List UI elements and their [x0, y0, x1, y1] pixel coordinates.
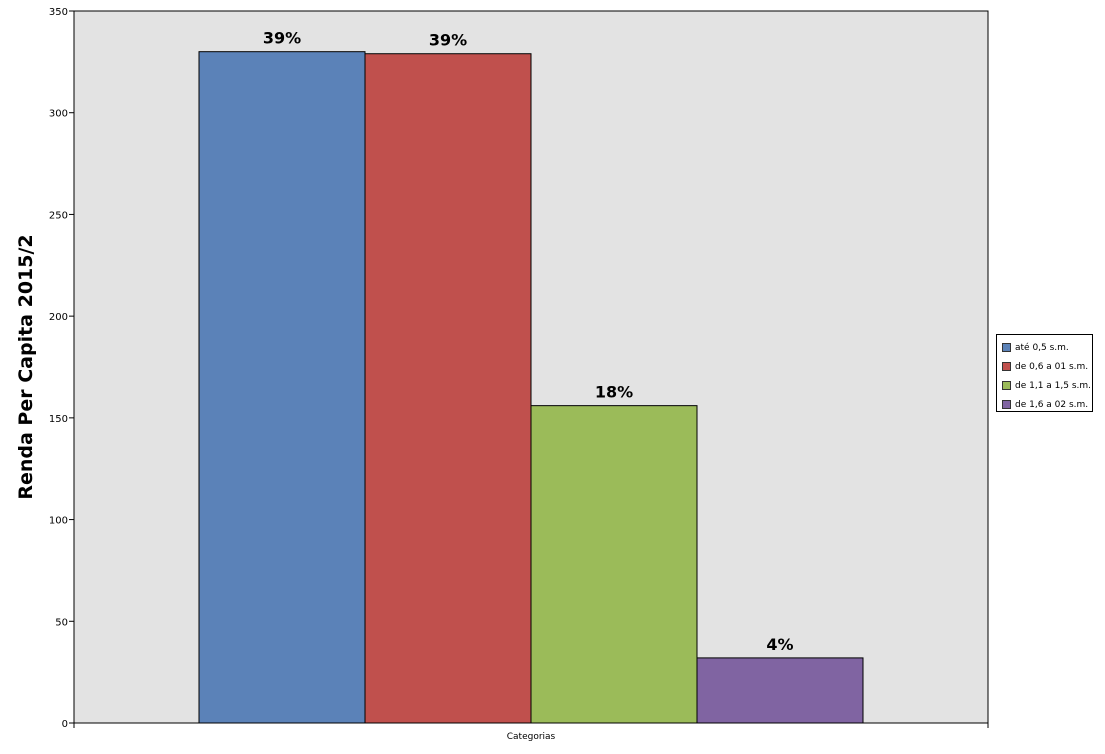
- data-label: 39%: [263, 29, 301, 48]
- legend-item: de 1,1 a 1,5 s.m.: [1002, 376, 1092, 395]
- legend-item: de 1,6 a 02 s.m.: [1002, 395, 1092, 414]
- y-tick-label: 300: [49, 109, 68, 120]
- legend-label: de 1,6 a 02 s.m.: [1015, 399, 1089, 410]
- y-tick-label: 50: [55, 617, 68, 628]
- data-label: 4%: [766, 635, 793, 654]
- y-tick-label: 150: [49, 414, 68, 425]
- y-axis-title: Renda Per Capita 2015/2: [15, 234, 37, 499]
- bar: [198, 51, 366, 724]
- legend-swatch: [1002, 343, 1011, 352]
- legend-swatch: [1002, 362, 1011, 371]
- y-tick-label: 100: [49, 516, 68, 527]
- bar: [364, 53, 532, 724]
- y-tick-label: 0: [62, 719, 68, 730]
- legend-swatch: [1002, 400, 1011, 409]
- bar: [696, 657, 864, 724]
- legend-label: de 0,6 a 01 s.m.: [1015, 361, 1089, 372]
- legend-item: de 0,6 a 01 s.m.: [1002, 357, 1092, 376]
- data-label: 18%: [595, 383, 633, 402]
- legend: até 0,5 s.m. de 0,6 a 01 s.m. de 1,1 a 1,5…: [996, 334, 1093, 412]
- y-tick-label: 200: [49, 312, 68, 323]
- legend-item: até 0,5 s.m.: [1002, 338, 1092, 357]
- x-axis-title: Categorias: [507, 732, 556, 742]
- y-tick-label: 350: [49, 7, 68, 18]
- y-tick-label: 250: [49, 210, 68, 221]
- legend-label: de 1,1 a 1,5 s.m.: [1015, 380, 1092, 391]
- data-label: 39%: [429, 31, 467, 50]
- legend-swatch: [1002, 381, 1011, 390]
- legend-label: até 0,5 s.m.: [1015, 342, 1069, 353]
- bar: [530, 405, 698, 724]
